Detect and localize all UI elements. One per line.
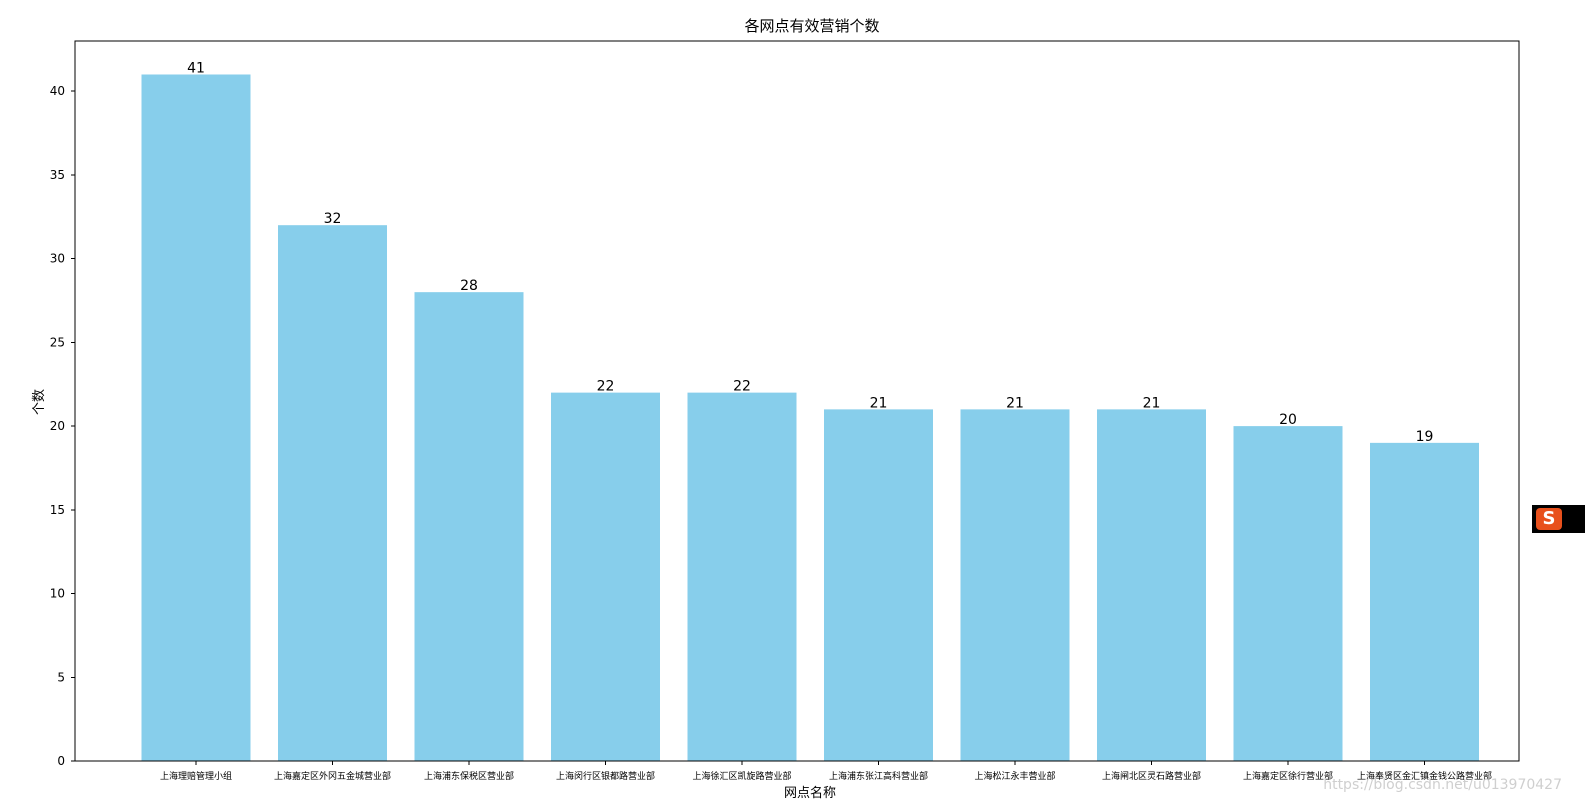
bar [1233, 426, 1343, 761]
y-tick-label: 30 [50, 252, 65, 266]
x-tick-label: 上海松江永丰营业部 [974, 770, 1055, 782]
y-tick-label: 25 [50, 335, 65, 349]
x-tick-label: 上海闵行区银都路营业部 [556, 770, 655, 782]
bar-value-label: 19 [1416, 429, 1434, 445]
x-tick-label: 上海嘉定区外冈五金城营业部 [274, 770, 391, 782]
x-axis-ticks: 上海理赔管理小组 上海嘉定区外冈五金城营业部 上海浦东保税区营业部 上海闵行区银都路营… [160, 761, 1492, 782]
bar-value-label: 41 [187, 60, 205, 76]
y-tick-label: 40 [50, 84, 65, 98]
plot-frame [74, 40, 1520, 762]
x-tick-label: 上海理赔管理小组 [160, 770, 232, 782]
bar [414, 292, 524, 761]
bar [1370, 442, 1479, 761]
x-tick-label: 上海浦东保税区营业部 [424, 770, 514, 782]
bar-value-label: 20 [1279, 412, 1297, 428]
chart-title: 各网点有效营销个数 [744, 17, 879, 35]
watermark: https://blog.csdn.net/u013970427 [1323, 777, 1562, 793]
x-tick-label: 上海徐汇区凯旋路营业部 [692, 770, 791, 782]
bar [960, 409, 1070, 761]
bar [141, 74, 251, 761]
x-tick-label: 上海嘉定区徐行营业部 [1243, 770, 1333, 782]
bar-value-label: 32 [324, 211, 342, 227]
bar [278, 225, 387, 762]
x-tick-label: 上海奉贤区金汇镇金钱公路营业部 [1357, 770, 1492, 782]
y-tick-label: 5 [57, 670, 65, 684]
data-labels-group: 41 32 28 22 22 21 21 21 20 19 [187, 60, 1433, 444]
ime-s-glyph: S [1536, 508, 1562, 530]
x-tick-label: 上海浦东张江高科营业部 [829, 770, 928, 782]
bar [687, 392, 797, 761]
y-tick-label: 0 [57, 754, 65, 768]
y-tick-label: 10 [50, 587, 65, 601]
bar-value-label: 21 [1143, 395, 1161, 411]
y-axis-ticks: 0 5 10 15 20 25 30 35 40 [50, 84, 75, 768]
bar-value-label: 28 [460, 278, 478, 294]
y-tick-label: 20 [50, 419, 65, 433]
bar-value-label: 21 [870, 395, 888, 411]
bars-group [141, 74, 1479, 762]
sogou-ime-icon[interactable]: S [1532, 505, 1585, 533]
x-axis-label: 网点名称 [784, 785, 836, 801]
y-axis-label: 个数 [32, 389, 47, 415]
bar [824, 409, 933, 761]
bar [551, 392, 660, 761]
bar [1097, 409, 1206, 761]
x-tick-label: 上海闸北区灵石路营业部 [1102, 770, 1201, 782]
y-tick-label: 15 [50, 503, 65, 517]
bar-value-label: 22 [597, 379, 615, 395]
bar-value-label: 21 [1006, 395, 1024, 411]
bar-value-label: 22 [733, 379, 751, 395]
y-tick-label: 35 [50, 168, 65, 182]
